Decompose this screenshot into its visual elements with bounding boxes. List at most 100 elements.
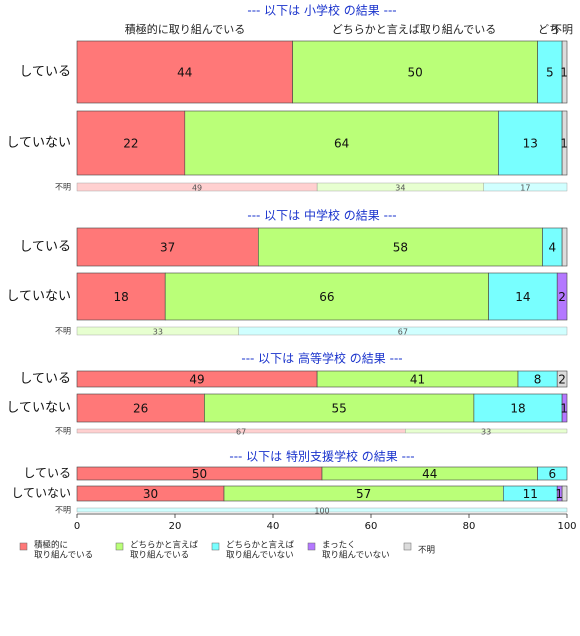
legend-swatch [403, 542, 412, 551]
data-label: 50 [407, 66, 422, 80]
legend-label: まったく [322, 541, 356, 551]
data-label: 100 [314, 507, 329, 516]
row-label: していない [11, 486, 71, 500]
data-label: 5 [546, 66, 554, 80]
x-tick-label: 100 [557, 521, 576, 532]
data-label: 49 [192, 184, 202, 193]
data-label: 11 [523, 487, 538, 501]
unknown-row-label: 不明 [55, 327, 71, 336]
data-label: 30 [143, 487, 158, 501]
row-label: していない [6, 401, 71, 416]
x-tick-label: 20 [169, 521, 182, 532]
data-label: 8 [534, 373, 542, 387]
unknown-row-label: 不明 [55, 506, 71, 515]
bar-segment [76, 227, 259, 267]
bar-segment [488, 272, 558, 321]
bar-segment [561, 393, 568, 423]
bar-segment [561, 227, 568, 267]
data-label: 37 [160, 241, 175, 255]
data-label: 4 [548, 241, 556, 255]
bar-segment [561, 40, 568, 104]
bar-segment [405, 428, 568, 434]
bar-segment [292, 40, 538, 104]
bar-segment [257, 227, 543, 267]
row-label: していない [6, 136, 71, 151]
bar-segment [498, 110, 563, 176]
data-label: 64 [334, 137, 349, 151]
data-label: 33 [481, 428, 491, 437]
top-label: どち [538, 23, 560, 36]
bar-segment [238, 326, 568, 336]
panel-title: --- 以下は 特別支援学校 の結果 --- [229, 449, 414, 464]
data-label: 2 [558, 290, 566, 304]
data-label: 18 [113, 290, 128, 304]
data-label: 44 [422, 467, 437, 481]
data-label: 17 [520, 184, 530, 193]
data-label: 26 [133, 402, 148, 416]
bar-segment [556, 370, 568, 388]
data-label: 58 [393, 241, 408, 255]
data-label: 1 [560, 402, 568, 416]
data-label: 66 [319, 290, 334, 304]
bar-segment [76, 272, 166, 321]
legend-swatch [115, 542, 124, 551]
top-label: 不明 [551, 23, 573, 36]
legend-label: どちらかと言えば [130, 540, 199, 551]
legend-label: 取り組んでいない [322, 550, 390, 561]
row-label: している [23, 466, 71, 480]
data-label: 49 [189, 373, 204, 387]
panel-title: --- 以下は 中学校 の結果 --- [247, 208, 396, 223]
legend-label: 不明 [418, 546, 435, 556]
top-label: 積極的に取り組んでいる [125, 22, 245, 36]
data-label: 34 [395, 184, 405, 193]
legend-label: 取り組んでいる [34, 550, 93, 561]
row-label: している [19, 372, 71, 387]
bar-segment [556, 272, 568, 321]
legend-swatch [19, 542, 28, 551]
row-label: している [19, 240, 71, 255]
data-label: 67 [236, 428, 246, 437]
panel-title: --- 以下は 高等学校 の結果 --- [241, 351, 402, 366]
bar-segment [76, 110, 186, 176]
data-label: 2 [558, 373, 566, 387]
bar-segment [184, 110, 499, 176]
data-label: 67 [398, 328, 408, 337]
bar-segment [561, 110, 568, 176]
data-label: 14 [515, 290, 530, 304]
legend-label: 積極的に [34, 540, 68, 551]
bar-segment [483, 182, 568, 192]
data-label: 22 [123, 137, 138, 151]
x-tick-label: 0 [74, 521, 80, 532]
row-label: している [19, 65, 71, 80]
data-label: 44 [177, 66, 192, 80]
legend-swatch [307, 542, 316, 551]
bar-segment [473, 393, 563, 423]
legend-label: 取り組んでいる [130, 550, 189, 561]
x-tick-label: 80 [463, 521, 476, 532]
unknown-row-label: 不明 [55, 427, 71, 436]
row-label: していない [6, 289, 71, 304]
legend-label: 取り組んでいない [226, 550, 294, 561]
data-label: 1 [560, 66, 568, 80]
data-label: 33 [153, 328, 163, 337]
x-tick-label: 40 [267, 521, 280, 532]
legend-label: どちらかと言えば [226, 540, 295, 551]
unknown-row-label: 不明 [55, 183, 71, 192]
bar-segment [204, 393, 475, 423]
data-label: 55 [332, 402, 347, 416]
bar-segment [76, 393, 205, 423]
data-label: 18 [510, 402, 525, 416]
data-label: 41 [410, 373, 425, 387]
bar-segment [164, 272, 489, 321]
data-label: 57 [356, 487, 371, 501]
top-label: どちらかと言えば取り組んでいる [332, 23, 496, 36]
x-tick-label: 60 [365, 521, 378, 532]
data-label: 1 [555, 487, 563, 501]
data-label: 6 [548, 467, 556, 481]
panel-title: --- 以下は 小学校 の結果 --- [247, 3, 396, 18]
bar-segment [76, 507, 568, 513]
bar-segment [561, 485, 568, 502]
data-label: 1 [560, 137, 568, 151]
legend-swatch [211, 542, 220, 551]
